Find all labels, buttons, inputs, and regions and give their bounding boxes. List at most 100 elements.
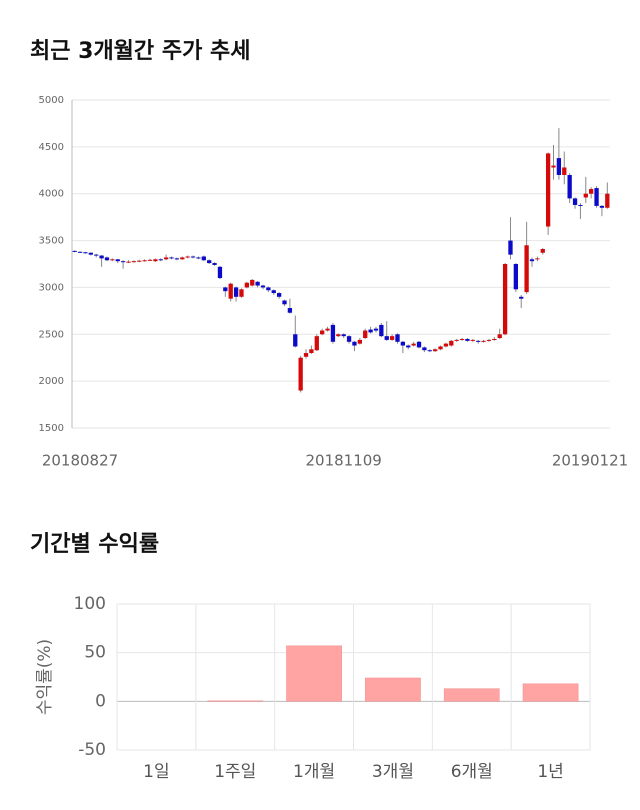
candle-body <box>508 240 513 255</box>
candle-body <box>519 296 524 299</box>
candle-body <box>142 260 147 262</box>
candle-body <box>454 339 459 341</box>
candle-body <box>481 340 486 342</box>
candle-body <box>255 281 260 286</box>
candle-body <box>572 198 578 205</box>
x-tick-label: 1개월 <box>293 762 335 782</box>
candle-body <box>363 330 368 339</box>
bar <box>443 688 500 702</box>
candle-body <box>346 336 352 342</box>
x-tick-label: 20180827 <box>42 452 118 470</box>
x-tick-label: 1주일 <box>214 762 256 782</box>
candle-body <box>540 249 545 253</box>
candle-body <box>223 287 228 292</box>
candle-body <box>476 340 481 342</box>
candle-body <box>416 341 422 348</box>
candle-body <box>314 336 319 351</box>
candle-body <box>578 204 583 206</box>
y-tick-label: 3000 <box>39 282 64 293</box>
x-tick-label: 20181109 <box>306 452 382 470</box>
x-tick-label: 20190121 <box>552 452 628 470</box>
candle-body <box>217 266 223 279</box>
candle-body <box>320 330 325 335</box>
y-tick-label: 0 <box>95 691 106 711</box>
candle-body <box>126 261 131 263</box>
candle-body <box>228 283 233 299</box>
chart-title: 최근 3개월간 주가 추세 <box>30 39 250 64</box>
candle-body <box>147 259 153 261</box>
candle-body <box>180 257 185 260</box>
y-tick-label: 5000 <box>39 95 64 106</box>
candle-body <box>556 158 562 175</box>
candle-body <box>411 343 416 346</box>
candle-body <box>163 257 169 260</box>
y-tick-label: 1500 <box>39 423 64 434</box>
candle-body <box>120 261 126 263</box>
y-tick-label: 100 <box>74 594 106 614</box>
candle-body <box>502 264 508 335</box>
x-tick-label: 1일 <box>143 762 169 782</box>
candle-body <box>336 334 341 337</box>
candle-body <box>88 252 93 255</box>
candle-body <box>77 251 83 253</box>
candle-body <box>115 259 120 262</box>
candle-body <box>131 261 137 263</box>
candle-body <box>449 340 454 346</box>
candle-body <box>459 338 465 340</box>
candle-body <box>250 279 255 286</box>
candle-body <box>190 256 196 258</box>
candle-body <box>212 263 217 265</box>
x-tick-label: 3개월 <box>372 762 414 782</box>
candle-body <box>492 338 497 340</box>
candle-body <box>567 174 572 199</box>
candle-body <box>158 259 163 261</box>
y-tick-label: 2500 <box>39 329 64 340</box>
candle-body <box>174 258 180 260</box>
x-tick-label: 6개월 <box>451 762 493 782</box>
candle-body <box>266 287 271 291</box>
candle-body <box>110 259 115 261</box>
candle-body <box>470 339 475 341</box>
chart-title: 기간별 수익률 <box>30 532 159 557</box>
candle-body <box>406 345 411 348</box>
candle-body <box>551 165 556 168</box>
candle-body <box>276 293 282 297</box>
candle-body <box>497 334 502 339</box>
candle-body <box>389 336 395 340</box>
candle-body <box>562 167 567 175</box>
candle-body <box>589 189 594 194</box>
candle-body <box>438 346 443 350</box>
candle-body <box>330 324 336 342</box>
candle-body <box>287 308 293 313</box>
candle-body <box>400 341 406 346</box>
candle-body <box>535 258 540 260</box>
candle-body <box>196 257 201 259</box>
candle-body <box>282 300 287 305</box>
candle-body <box>465 338 470 341</box>
candle-body <box>583 193 588 198</box>
candle-body <box>271 290 276 294</box>
candle-body <box>379 324 384 337</box>
y-tick-label: 2000 <box>39 376 64 387</box>
candle-body <box>207 260 212 264</box>
candle-body <box>293 334 298 347</box>
candle-body <box>486 339 492 341</box>
bar <box>365 677 421 702</box>
candle-body <box>83 252 88 254</box>
candle-body <box>594 188 599 206</box>
candle-body <box>94 254 99 256</box>
candle-body <box>513 264 519 290</box>
candle-body <box>395 334 400 342</box>
candle-body <box>357 339 362 344</box>
candle-body <box>599 205 605 208</box>
y-axis-title: 수익률(%) <box>35 639 55 715</box>
candle-body <box>303 353 309 357</box>
candle-body <box>422 347 427 351</box>
candle-body <box>201 256 206 261</box>
candle-body <box>260 285 266 288</box>
y-tick-label: 3500 <box>39 236 64 247</box>
candle-body <box>325 328 330 331</box>
candle-body <box>545 153 551 227</box>
candle-body <box>104 257 110 261</box>
